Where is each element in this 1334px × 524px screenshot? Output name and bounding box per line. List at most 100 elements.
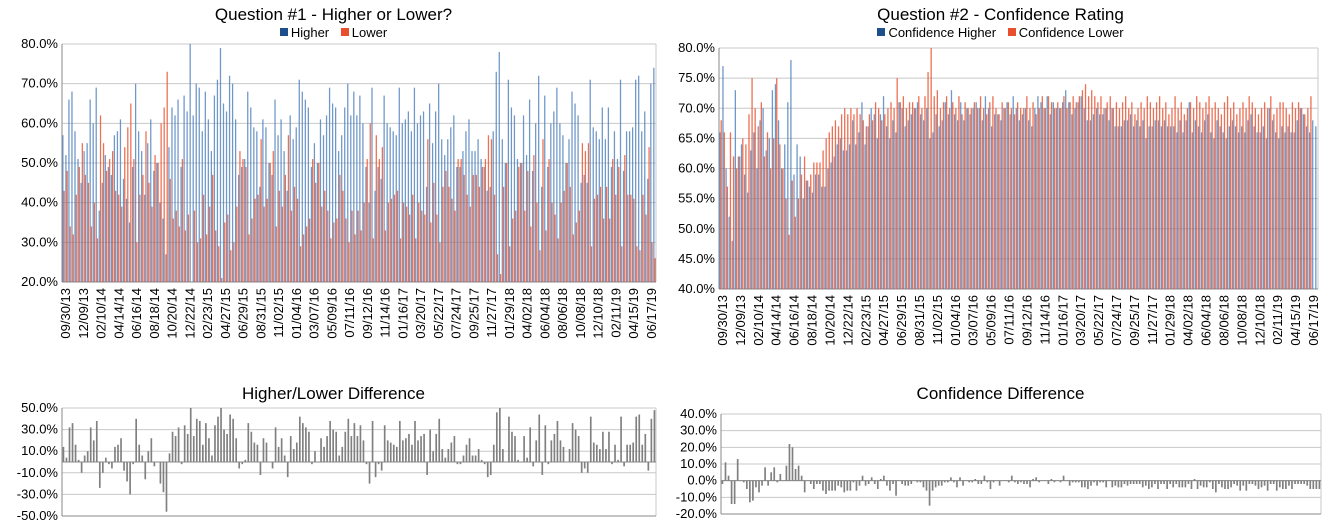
difference-bar <box>1239 480 1242 491</box>
y-tick-label: -20.0% <box>676 506 718 521</box>
higher-bar <box>89 99 91 282</box>
difference-bar <box>1224 480 1226 489</box>
higher-bar <box>1123 120 1126 289</box>
difference-bar <box>1090 480 1092 486</box>
y-tick-label: 55.0% <box>678 191 715 206</box>
lower-bar <box>1054 108 1056 289</box>
difference-bar <box>895 480 897 496</box>
higher-bar <box>1080 96 1082 289</box>
difference-bar <box>1266 480 1269 491</box>
lower-bar <box>424 214 426 282</box>
difference-bar <box>1294 480 1296 484</box>
difference-bar <box>1010 475 1013 481</box>
higher-bar <box>556 87 558 282</box>
difference-bar <box>1163 480 1165 484</box>
higher-bar <box>377 166 379 282</box>
d1-chart-title: Higher/Lower Difference <box>242 384 425 403</box>
lower-bar <box>224 222 226 282</box>
higher-bar <box>994 114 996 289</box>
higher-bar <box>544 95 546 282</box>
lower-bar <box>992 96 994 289</box>
difference-bar <box>785 465 788 481</box>
lower-bar <box>112 151 114 282</box>
lower-bar <box>924 96 926 289</box>
difference-bar <box>250 431 253 462</box>
difference-bar <box>150 438 153 462</box>
difference-bar <box>977 480 980 484</box>
difference-bar <box>353 423 356 462</box>
higher-bar <box>195 83 197 282</box>
higher-bar <box>1037 96 1039 289</box>
lower-bar <box>995 108 997 289</box>
difference-bar <box>223 429 225 462</box>
x-tick-label: 04/27/15 <box>876 295 891 346</box>
lower-bar <box>312 159 314 282</box>
higher-bar <box>183 95 185 282</box>
higher-bar <box>1194 120 1197 289</box>
lower-bar <box>493 194 496 282</box>
higher-bar <box>274 99 276 282</box>
lower-bar <box>305 226 308 282</box>
difference-bar <box>195 418 198 462</box>
lower-bar <box>145 131 147 282</box>
lower-bar <box>1143 108 1145 289</box>
lower-bar <box>813 162 815 289</box>
higher-bar <box>926 108 928 289</box>
higher-bar <box>1028 120 1030 289</box>
difference-bar <box>295 442 298 462</box>
lower-bar <box>739 156 741 289</box>
lower-bar <box>1026 96 1028 289</box>
higher-bar <box>1197 126 1200 289</box>
difference-bar <box>855 480 858 491</box>
lower-bar <box>405 206 408 282</box>
lower-bar <box>381 147 383 282</box>
higher-bar <box>104 155 106 282</box>
difference-bar <box>1306 480 1309 486</box>
higher-bar <box>613 131 616 282</box>
y-tick-label: 40.0% <box>678 281 715 296</box>
lower-bar <box>527 170 529 282</box>
lower-bar <box>602 218 605 282</box>
lower-bar <box>275 226 277 282</box>
lower-bar <box>773 138 775 290</box>
lower-bar <box>236 206 238 282</box>
lower-bar <box>87 182 90 282</box>
higher-bar <box>895 132 897 289</box>
higher-bar <box>1061 102 1064 289</box>
lower-bar <box>1260 108 1263 289</box>
lower-bar <box>1270 96 1272 289</box>
higher-bar <box>904 126 906 289</box>
lower-bar <box>115 190 117 282</box>
lower-bar <box>642 194 644 282</box>
higher-bar <box>192 115 194 283</box>
lower-bar <box>130 103 132 282</box>
higher-bar <box>604 139 606 282</box>
difference-bar <box>950 477 952 481</box>
higher-bar <box>997 114 999 289</box>
lower-bar <box>1196 96 1198 289</box>
higher-bar <box>814 174 817 289</box>
difference-bar <box>870 477 873 481</box>
difference-bar <box>819 480 821 484</box>
difference-bar <box>289 436 292 462</box>
higher-bar <box>522 115 525 283</box>
lower-bar <box>723 132 725 289</box>
higher-bar <box>116 131 119 282</box>
difference-bar <box>846 480 849 491</box>
lower-bar <box>342 190 344 282</box>
difference-bar <box>329 420 331 462</box>
higher-bar <box>1024 108 1027 289</box>
higher-bar <box>1225 138 1227 290</box>
difference-bar <box>1157 480 1159 489</box>
higher-bar <box>559 123 561 282</box>
lower-bar <box>973 102 976 289</box>
higher-bar <box>265 127 267 282</box>
difference-bar <box>992 480 995 483</box>
higher-bar <box>153 170 155 282</box>
higher-bar <box>1031 126 1033 289</box>
lower-bar <box>742 138 744 290</box>
higher-bar <box>474 151 476 282</box>
difference-bar <box>727 475 730 481</box>
higher-bar <box>1046 96 1048 289</box>
higher-bar <box>289 115 291 283</box>
